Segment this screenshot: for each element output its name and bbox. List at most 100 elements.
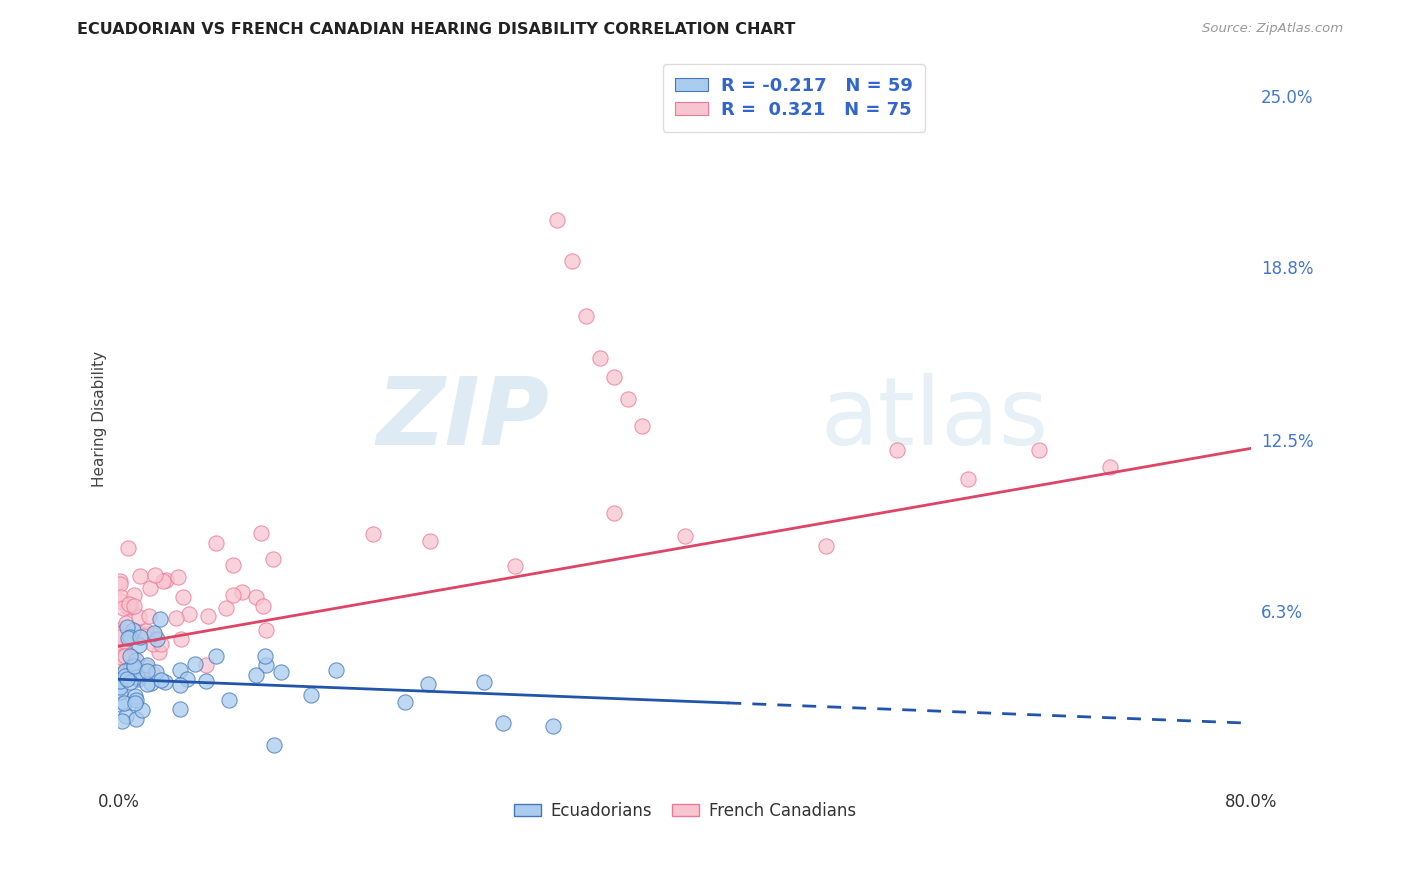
Point	[110, 658, 132, 673]
Point	[135, 677, 157, 691]
Point	[108, 674, 131, 689]
Point	[110, 650, 132, 665]
Point	[141, 676, 163, 690]
Legend: Ecuadorians, French Canadians: Ecuadorians, French Canadians	[508, 795, 863, 826]
Point	[149, 673, 172, 687]
Point	[125, 624, 148, 639]
Point	[114, 665, 136, 679]
Point	[170, 632, 193, 646]
Point	[108, 627, 131, 641]
Point	[122, 661, 145, 675]
Point	[146, 632, 169, 646]
Point	[561, 254, 583, 268]
Point	[131, 703, 153, 717]
Point	[270, 665, 292, 679]
Point	[118, 630, 141, 644]
Point	[108, 574, 131, 589]
Point	[124, 697, 146, 711]
Point	[111, 714, 134, 728]
Point	[631, 419, 654, 434]
Point	[139, 581, 162, 595]
Point	[152, 574, 174, 588]
Point	[153, 675, 176, 690]
Point	[110, 590, 132, 604]
Point	[112, 697, 135, 711]
Point	[245, 590, 267, 604]
Point	[120, 599, 142, 614]
Point	[120, 674, 142, 689]
Point	[394, 695, 416, 709]
Point	[419, 533, 441, 548]
Text: Source: ZipAtlas.com: Source: ZipAtlas.com	[1202, 22, 1343, 36]
Point	[169, 702, 191, 716]
Point	[118, 597, 141, 611]
Point	[121, 649, 143, 664]
Point	[115, 620, 138, 634]
Point	[142, 625, 165, 640]
Point	[108, 594, 131, 608]
Text: atlas: atlas	[821, 374, 1049, 466]
Point	[215, 601, 238, 615]
Point	[148, 644, 170, 658]
Point	[129, 630, 152, 644]
Point	[135, 624, 157, 639]
Point	[204, 648, 226, 663]
Point	[122, 624, 145, 638]
Point	[205, 535, 228, 549]
Point	[250, 526, 273, 541]
Point	[115, 709, 138, 723]
Point	[127, 672, 149, 686]
Point	[128, 638, 150, 652]
Point	[122, 589, 145, 603]
Point	[142, 666, 165, 681]
Point	[149, 612, 172, 626]
Point	[252, 599, 274, 614]
Point	[1098, 460, 1121, 475]
Y-axis label: Hearing Disability: Hearing Disability	[93, 351, 107, 488]
Point	[128, 610, 150, 624]
Point	[299, 689, 322, 703]
Point	[129, 568, 152, 582]
Point	[124, 693, 146, 707]
Point	[254, 624, 277, 638]
Point	[886, 443, 908, 458]
Point	[108, 631, 131, 645]
Point	[135, 664, 157, 678]
Point	[110, 622, 132, 636]
Point	[114, 669, 136, 683]
Point	[108, 576, 131, 591]
Point	[125, 712, 148, 726]
Point	[245, 668, 267, 682]
Point	[1028, 442, 1050, 457]
Point	[167, 570, 190, 584]
Point	[135, 660, 157, 674]
Point	[815, 539, 838, 553]
Point	[195, 674, 218, 689]
Point	[957, 472, 980, 486]
Point	[138, 609, 160, 624]
Point	[176, 672, 198, 686]
Point	[169, 663, 191, 677]
Point	[325, 664, 347, 678]
Point	[218, 693, 240, 707]
Point	[150, 637, 173, 651]
Point	[575, 310, 598, 324]
Point	[363, 527, 385, 541]
Point	[114, 649, 136, 664]
Point	[254, 649, 277, 664]
Point	[179, 607, 201, 622]
Point	[492, 716, 515, 731]
Point	[124, 599, 146, 614]
Point	[110, 685, 132, 699]
Point	[142, 637, 165, 651]
Point	[617, 392, 640, 406]
Point	[115, 673, 138, 687]
Point	[112, 633, 135, 648]
Text: ZIP: ZIP	[375, 374, 548, 466]
Point	[165, 611, 187, 625]
Point	[136, 658, 159, 673]
Point	[132, 629, 155, 643]
Point	[120, 660, 142, 674]
Point	[231, 584, 253, 599]
Point	[110, 697, 132, 711]
